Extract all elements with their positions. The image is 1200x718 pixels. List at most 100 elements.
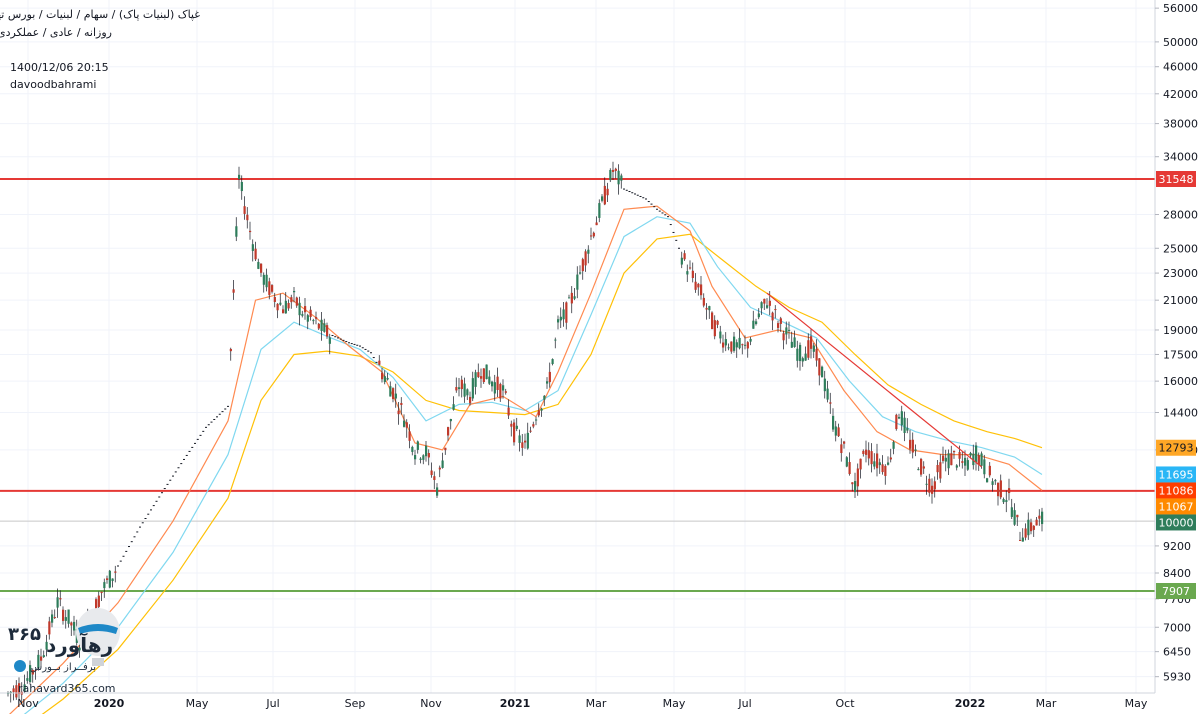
candle-up [845, 457, 848, 467]
candle-down [315, 317, 318, 319]
candle-up [328, 337, 331, 344]
price-tag-10000 [1156, 514, 1196, 531]
candle-down [309, 309, 312, 317]
candle-up [452, 404, 455, 410]
candle-up [917, 469, 920, 471]
candle-up [832, 415, 835, 430]
candle-up [45, 641, 48, 650]
candle-up [463, 383, 466, 397]
time-axis[interactable]: Nov 2020 May Jul Sep Nov 2021 Mar May Jul Oct 2022 M… [17, 697, 1148, 710]
candle-up [821, 366, 824, 378]
candle-up [240, 181, 243, 192]
time-tick-label: Jul [265, 697, 279, 710]
candle-down [276, 303, 279, 311]
logo-text: رهآورد [46, 632, 113, 657]
candle-up [766, 305, 769, 308]
candle-down [942, 455, 945, 461]
candle-down [881, 464, 884, 473]
candle-up [1021, 537, 1024, 542]
logo-url: rahavard365.com [18, 682, 116, 695]
candle-down [771, 312, 774, 321]
price-tag-label: 31548 [1159, 173, 1194, 186]
ma-fast-line [9, 205, 1043, 714]
candle-down [53, 617, 56, 619]
candle-up [804, 353, 807, 361]
candle-down [584, 251, 587, 266]
candle-down [895, 414, 898, 430]
candles [7, 161, 1044, 705]
candle-down [922, 466, 925, 469]
candle-up [546, 381, 549, 384]
candle-down [444, 447, 447, 451]
candle-up [518, 435, 521, 443]
time-tick-label: Oct [835, 697, 855, 710]
candle-up [262, 274, 265, 285]
candle-down [779, 318, 782, 324]
candle-down [851, 482, 854, 485]
candle-up [991, 481, 994, 485]
candle-down [282, 309, 285, 314]
candle-up [1010, 507, 1013, 517]
candle-down [507, 407, 510, 416]
candle-down [246, 214, 249, 221]
candle-up [551, 359, 554, 365]
candle-down [455, 387, 458, 391]
price-axis[interactable]: 56000 50000 46000 42000 38000 34000 28000 25000… [1155, 2, 1198, 684]
candle-down [774, 309, 777, 311]
candle-down [100, 591, 103, 594]
candle-up [969, 453, 972, 456]
candle-up [966, 460, 969, 470]
candle-up [441, 460, 444, 468]
price-tag-label: 12793 [1159, 442, 1194, 455]
candle-up [491, 381, 494, 387]
logo-number: ۳۶۵ [8, 624, 41, 645]
trend-line[interactable] [766, 292, 982, 468]
candle-down [595, 222, 598, 226]
price-tick-label: 21000 [1163, 294, 1198, 307]
candle-down [889, 457, 892, 460]
candle-up [854, 481, 857, 493]
time-tick-label: 2021 [500, 697, 531, 710]
candle-down [537, 410, 540, 416]
candle-up [414, 455, 417, 460]
candle-down [317, 323, 320, 329]
price-tag-label: 11086 [1159, 484, 1194, 497]
candle-down [510, 423, 513, 427]
candle-down [691, 270, 694, 279]
candle-down [928, 478, 931, 493]
candle-down [711, 312, 714, 330]
candle-up [1005, 500, 1008, 502]
candle-down [867, 450, 870, 459]
candle-up [972, 453, 975, 466]
candle-down [1024, 528, 1027, 538]
candle-up [543, 395, 546, 400]
candle-up [29, 665, 32, 683]
price-tag-11067 [1156, 498, 1196, 515]
price-tick-label: 5930 [1163, 671, 1191, 684]
candle-up [986, 478, 989, 483]
watermark-logo: ۳۶۵ رهآورد برفــراز بــورس rahavard365.c… [8, 608, 120, 695]
candle-up [790, 341, 793, 348]
candle-up [37, 654, 40, 669]
candle-down [884, 465, 887, 476]
candle-up [944, 457, 947, 462]
time-tick-label: Nov [420, 697, 442, 710]
time-tick-label: May [186, 697, 209, 710]
candle-down [741, 344, 744, 346]
time-tick-label: Jul [737, 697, 751, 710]
candle-up [488, 376, 491, 384]
candle-down [513, 422, 516, 443]
candle-up [900, 411, 903, 426]
candle-down [997, 482, 1000, 497]
candle-up [724, 339, 727, 346]
candle-up [474, 372, 477, 387]
candle-up [73, 621, 76, 631]
price-tag-11695 [1156, 466, 1196, 483]
balloon-stripe [78, 624, 118, 634]
candle-down [859, 458, 862, 470]
candle-down [933, 481, 936, 490]
candle-up [493, 382, 496, 394]
price-tick-label: 46000 [1163, 61, 1198, 74]
candle-down [848, 462, 851, 475]
